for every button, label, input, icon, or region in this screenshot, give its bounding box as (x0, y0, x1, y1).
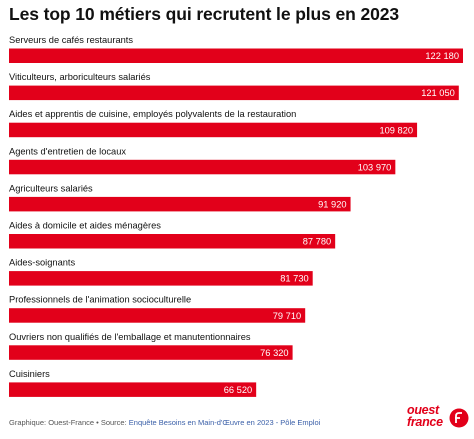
logo-circle-icon (449, 408, 469, 428)
bar (9, 308, 306, 323)
category-label: Professionnels de l'animation sociocultu… (9, 295, 191, 305)
value-label: 109 820 (379, 125, 413, 135)
bar (9, 85, 459, 101)
category-label: Serveurs de cafés restaurants (9, 35, 133, 45)
category-label: Viticulteurs, arboriculteurs salariés (9, 72, 151, 82)
logo-line-2: france (407, 415, 443, 429)
logo-wordmark: ouest france (407, 403, 443, 429)
ouest-france-logo: ouest france (407, 404, 469, 436)
value-label: 76 320 (260, 348, 288, 358)
category-label: Ouvriers non qualifiés de l'emballage et… (9, 332, 251, 342)
category-label: Cuisiniers (9, 369, 50, 379)
logo-line-1: ouest (407, 403, 439, 417)
value-label: 81 730 (280, 274, 308, 284)
category-label: Agents d'entretien de locaux (9, 146, 126, 156)
chart-footer: Graphique: Ouest-France • Source: Enquêt… (9, 418, 320, 427)
footer-credit: Graphique: Ouest-France • Source: (9, 418, 129, 427)
category-label: Aides et apprentis de cuisine, employés … (9, 109, 296, 119)
value-label: 91 920 (318, 199, 346, 209)
bar (9, 271, 313, 286)
bar (9, 234, 336, 249)
bar (9, 48, 463, 63)
value-label: 103 970 (358, 162, 392, 172)
bar (9, 345, 293, 360)
bar (9, 382, 257, 397)
value-label: 121 050 (421, 88, 455, 98)
category-label: Agriculteurs salariés (9, 183, 93, 193)
value-label: 87 780 (303, 237, 331, 247)
value-label: 122 180 (425, 51, 459, 61)
footer-source-link[interactable]: Enquête Besoins en Main-d'Œuvre en 2023 … (128, 418, 321, 427)
category-label: Aides-soignants (9, 258, 76, 268)
value-label: 66 520 (224, 385, 252, 395)
bar (9, 196, 351, 212)
bar (9, 122, 418, 138)
bar (9, 159, 396, 175)
value-label: 79 710 (273, 311, 301, 321)
category-label: Aides à domicile et aides ménagères (9, 221, 161, 231)
chart-title: Les top 10 métiers qui recrutent le plus… (9, 4, 400, 24)
